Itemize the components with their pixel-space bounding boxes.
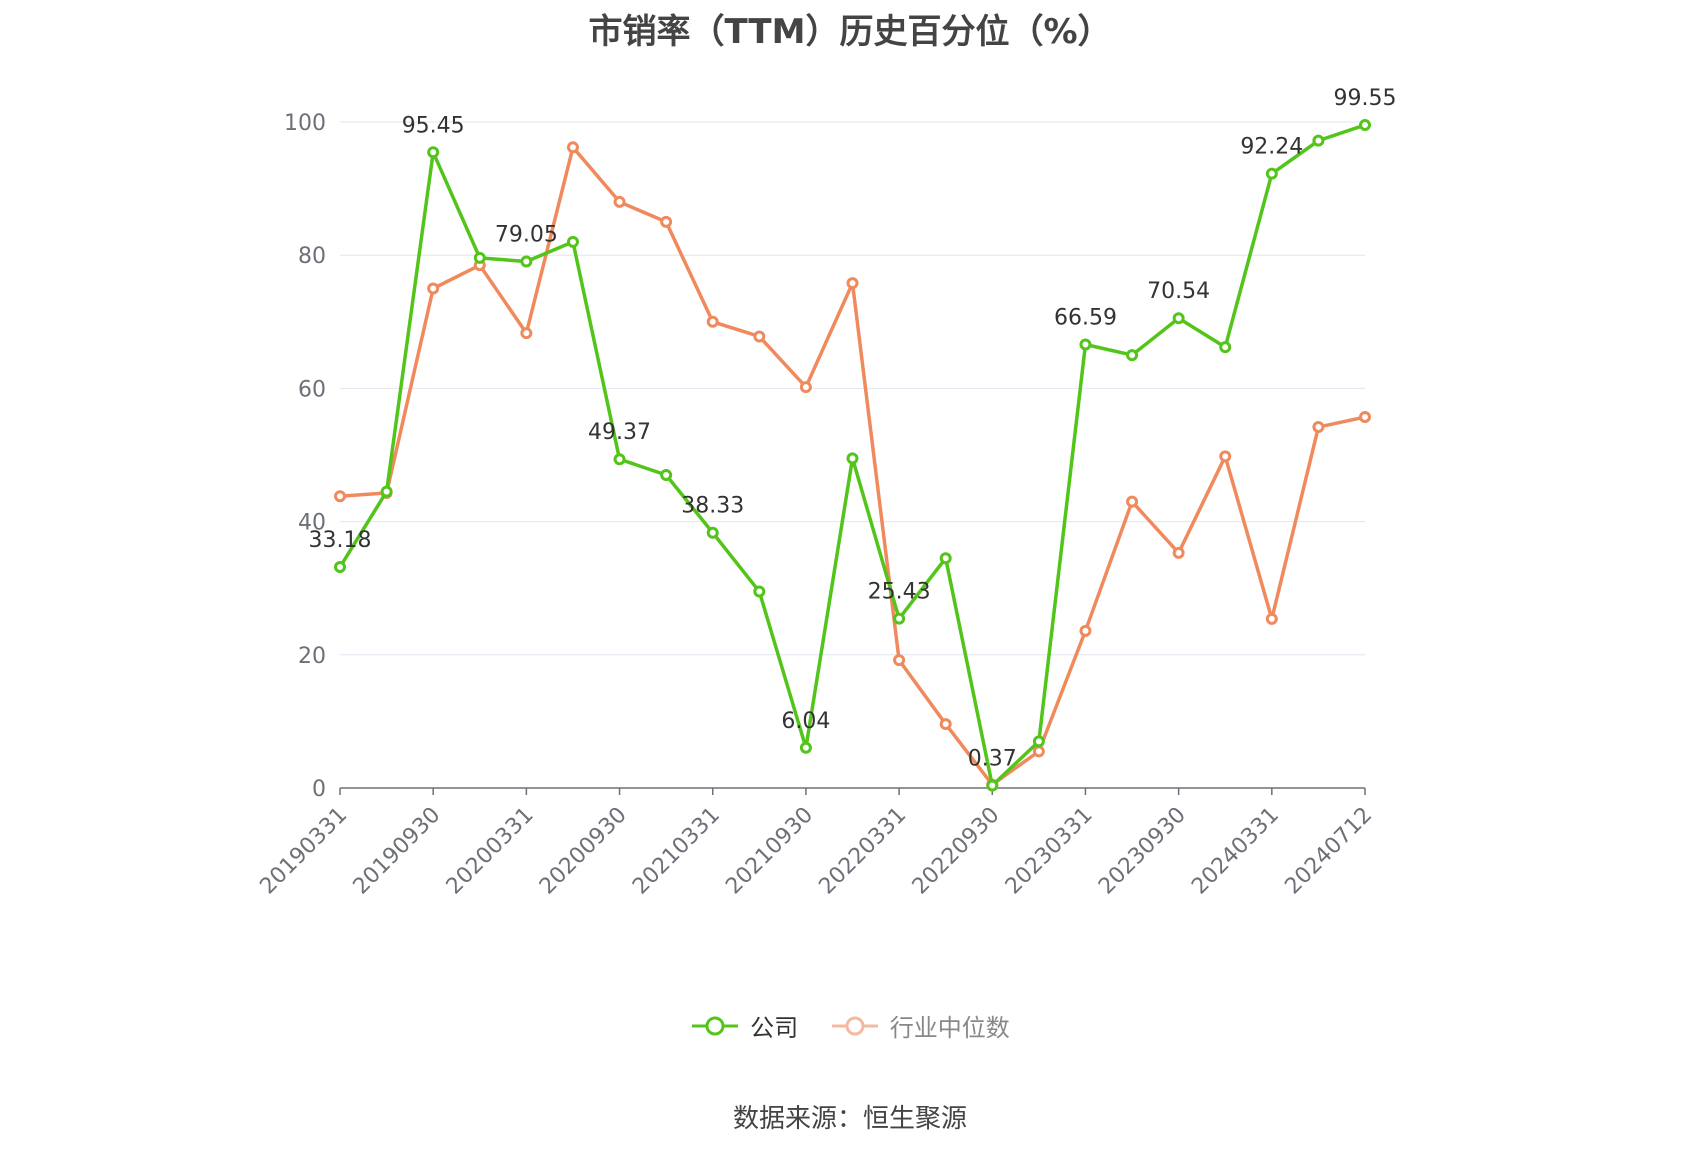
legend-industry-label: 行业中位数 xyxy=(889,1014,1010,1042)
data-point-company xyxy=(380,485,393,498)
data-label-company: 66.59 xyxy=(1054,306,1117,331)
data-point-company xyxy=(1079,338,1092,351)
legend-item-company[interactable]: 公司 xyxy=(690,1008,798,1043)
data-point-industry-median xyxy=(706,315,719,328)
data-point-company xyxy=(660,468,673,481)
data-label-company: 25.43 xyxy=(868,580,931,605)
x-tick-label: 20200930 xyxy=(535,803,632,900)
chart-title: 市销率（TTM）历史百分位（%） xyxy=(588,12,1112,52)
grid-lines xyxy=(340,121,1365,656)
y-axis: 0 20 40 60 80 100 xyxy=(284,111,326,802)
x-tick-label: 20230331 xyxy=(1001,803,1098,900)
data-point-company xyxy=(986,779,999,792)
y-tick-label: 20 xyxy=(298,644,326,669)
data-point-industry-median xyxy=(1032,745,1045,758)
data-point-company xyxy=(520,255,533,268)
data-point-company xyxy=(939,552,952,565)
data-point-company xyxy=(753,585,766,598)
data-point-company xyxy=(846,452,859,465)
data-point-industry-median xyxy=(893,654,906,667)
data-point-industry-median xyxy=(846,277,859,290)
data-point-industry-median xyxy=(427,282,440,295)
data-point-company xyxy=(1359,118,1371,131)
series-lines xyxy=(334,118,1371,792)
data-point-industry-median xyxy=(1219,450,1232,463)
data-point-industry-median xyxy=(660,215,673,228)
data-point-company xyxy=(566,235,579,248)
data-label-company: 0.37 xyxy=(968,747,1017,772)
data-label-company: 49.37 xyxy=(588,420,651,445)
data-point-company xyxy=(1265,167,1278,180)
data-point-company xyxy=(799,741,812,754)
data-point-company xyxy=(1126,349,1139,362)
x-tick-label: 20190331 xyxy=(255,803,352,900)
data-point-company xyxy=(613,453,626,466)
data-labels: 33.18 95.45 79.05 49.37 38.33 6.04 25.43 0.37 66… xyxy=(309,86,1397,772)
data-point-company xyxy=(1219,341,1232,354)
data-point-industry-median xyxy=(520,327,533,340)
data-point-industry-median xyxy=(334,490,346,503)
data-point-industry-median xyxy=(1172,546,1185,559)
x-tick-label: 20240331 xyxy=(1187,803,1284,900)
x-tick-label: 20210930 xyxy=(721,803,818,900)
data-point-industry-median xyxy=(753,330,766,343)
y-tick-label: 40 xyxy=(298,511,326,536)
data-point-company xyxy=(893,612,906,625)
data-point-company xyxy=(473,251,486,264)
data-point-industry-median xyxy=(1312,421,1325,434)
data-point-industry-median xyxy=(1079,624,1092,637)
data-point-industry-median xyxy=(1265,612,1278,625)
data-point-industry-median xyxy=(1126,495,1139,508)
data-point-company xyxy=(334,561,346,574)
data-label-company: 92.24 xyxy=(1240,135,1303,160)
data-label-company: 38.33 xyxy=(681,494,744,519)
data-source: 数据来源：恒生聚源 xyxy=(732,1104,967,1134)
y-tick-label: 80 xyxy=(298,244,326,269)
line-chart: 2019033120190930202003312020093020210331… xyxy=(255,86,1397,900)
legend-company-label: 公司 xyxy=(750,1014,799,1042)
y-tick-label: 100 xyxy=(284,111,326,136)
data-point-company xyxy=(1312,134,1325,147)
x-tick-label: 20200331 xyxy=(442,803,539,900)
data-point-industry-median xyxy=(566,141,579,154)
x-axis: 2019033120190930202003312020093020210331… xyxy=(255,787,1377,900)
data-point-company xyxy=(706,526,719,539)
data-label-company: 99.55 xyxy=(1334,86,1397,111)
data-label-company: 70.54 xyxy=(1147,279,1210,304)
data-point-industry-median xyxy=(1359,411,1371,424)
data-point-industry-median xyxy=(613,195,626,208)
x-tick-label: 20210331 xyxy=(628,803,725,900)
data-label-company: 95.45 xyxy=(402,113,465,138)
x-tick-label: 20190930 xyxy=(349,803,446,900)
data-label-company: 79.05 xyxy=(495,223,558,248)
data-point-company xyxy=(1032,735,1045,748)
data-label-company: 33.18 xyxy=(309,528,372,553)
data-point-industry-median xyxy=(799,381,812,394)
x-tick-label: 20220930 xyxy=(908,803,1005,900)
data-label-company: 6.04 xyxy=(781,709,830,734)
legend-company-line-icon xyxy=(692,1016,739,1035)
x-tick-label: 20220331 xyxy=(814,803,911,900)
y-tick-label: 60 xyxy=(298,377,326,402)
x-tick-label: 20240712 xyxy=(1280,803,1377,900)
data-point-company xyxy=(427,146,440,159)
data-point-industry-median xyxy=(939,718,952,731)
data-point-company xyxy=(1172,312,1185,325)
legend-item-industry-median[interactable]: 行业中位数 xyxy=(830,1008,1010,1043)
x-tick-label: 20230930 xyxy=(1094,803,1191,900)
legend: 公司 行业中位数 xyxy=(0,1008,1700,1044)
legend-industry-line-icon xyxy=(831,1016,878,1035)
y-tick-label: 0 xyxy=(312,777,326,802)
